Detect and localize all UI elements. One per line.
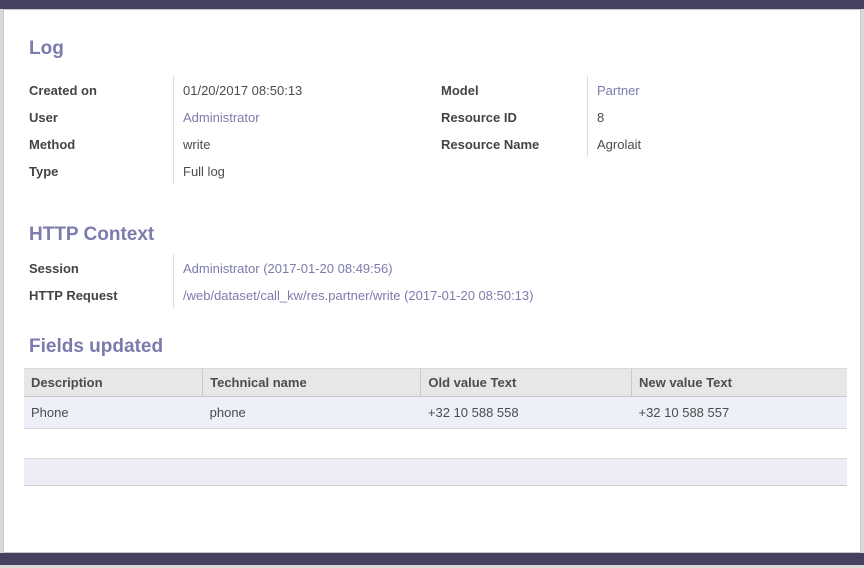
fields-updated-table-header: Description Technical name Old value Tex… bbox=[24, 368, 847, 397]
http-request-link[interactable]: /web/dataset/call_kw/res.partner/write (… bbox=[183, 288, 534, 303]
field-row-http-request: HTTP Request /web/dataset/call_kw/res.pa… bbox=[29, 281, 847, 308]
field-value-method: write bbox=[173, 130, 441, 157]
cell-old-value: +32 10 588 558 bbox=[420, 396, 632, 429]
log-right-column: Model Partner Resource ID 8 Resource Nam… bbox=[441, 76, 847, 184]
http-context-group: Session Administrator (2017-01-20 08:49:… bbox=[29, 254, 847, 308]
bottom-window-bar bbox=[0, 553, 864, 565]
field-row-created-on: Created on 01/20/2017 08:50:13 bbox=[29, 76, 441, 103]
field-label-user: User bbox=[29, 110, 58, 125]
log-field-group: Created on 01/20/2017 08:50:13 User Admi… bbox=[29, 76, 847, 184]
field-label-method: Method bbox=[29, 137, 76, 152]
table-header-row: Description Technical name Old value Tex… bbox=[24, 368, 847, 397]
field-row-user: User Administrator bbox=[29, 103, 441, 130]
field-label-created-on: Created on bbox=[29, 83, 97, 98]
field-value-model-container: Partner bbox=[587, 76, 847, 103]
field-value-type: Full log bbox=[173, 157, 441, 184]
page-title: Log bbox=[29, 38, 64, 59]
column-header-old-value[interactable]: Old value Text bbox=[420, 368, 632, 397]
column-header-new-value[interactable]: New value Text bbox=[630, 368, 847, 397]
field-label-resource-name: Resource Name bbox=[441, 137, 540, 152]
field-value-session-container: Administrator (2017-01-20 08:49:56) bbox=[173, 254, 847, 281]
cell-technical-name: phone bbox=[202, 396, 421, 429]
user-link[interactable]: Administrator bbox=[183, 110, 260, 125]
field-value-http-request-container: /web/dataset/call_kw/res.partner/write (… bbox=[173, 281, 847, 308]
form-content: Log Created on 01/20/2017 08:50:13 User … bbox=[4, 38, 860, 486]
field-row-resource-id: Resource ID 8 bbox=[441, 103, 847, 130]
table-row-phone[interactable]: Phone phone +32 10 588 558 +32 10 588 55… bbox=[24, 396, 847, 429]
section-title-fields-updated: Fields updated bbox=[29, 336, 164, 357]
field-label-type: Type bbox=[29, 164, 59, 179]
field-value-resource-id: 8 bbox=[587, 103, 847, 130]
log-sheet: Log Created on 01/20/2017 08:50:13 User … bbox=[3, 9, 861, 553]
session-link[interactable]: Administrator (2017-01-20 08:49:56) bbox=[183, 261, 393, 276]
cell-new-value: +32 10 588 557 bbox=[631, 396, 847, 429]
log-left-column: Created on 01/20/2017 08:50:13 User Admi… bbox=[29, 76, 441, 184]
top-window-bar bbox=[0, 0, 864, 9]
fields-updated-table: Description Technical name Old value Tex… bbox=[24, 368, 847, 429]
model-link[interactable]: Partner bbox=[597, 83, 640, 98]
field-label-model: Model bbox=[441, 83, 479, 98]
field-row-model: Model Partner bbox=[441, 76, 847, 103]
field-row-resource-name: Resource Name Agrolait bbox=[441, 130, 847, 157]
field-row-type: Type Full log bbox=[29, 157, 441, 184]
field-row-method: Method write bbox=[29, 130, 441, 157]
field-label-resource-id: Resource ID bbox=[441, 110, 517, 125]
field-label-http-request: HTTP Request bbox=[29, 288, 118, 303]
column-header-description[interactable]: Description bbox=[24, 368, 203, 397]
empty-list-footer bbox=[24, 458, 847, 486]
field-row-session: Session Administrator (2017-01-20 08:49:… bbox=[29, 254, 847, 281]
field-value-user-container: Administrator bbox=[173, 103, 441, 130]
section-title-http-context: HTTP Context bbox=[29, 224, 155, 245]
field-label-session: Session bbox=[29, 261, 79, 276]
cell-description: Phone bbox=[24, 396, 203, 429]
field-value-resource-name: Agrolait bbox=[587, 130, 847, 157]
field-value-created-on: 01/20/2017 08:50:13 bbox=[173, 76, 441, 103]
column-header-technical-name[interactable]: Technical name bbox=[202, 368, 421, 397]
